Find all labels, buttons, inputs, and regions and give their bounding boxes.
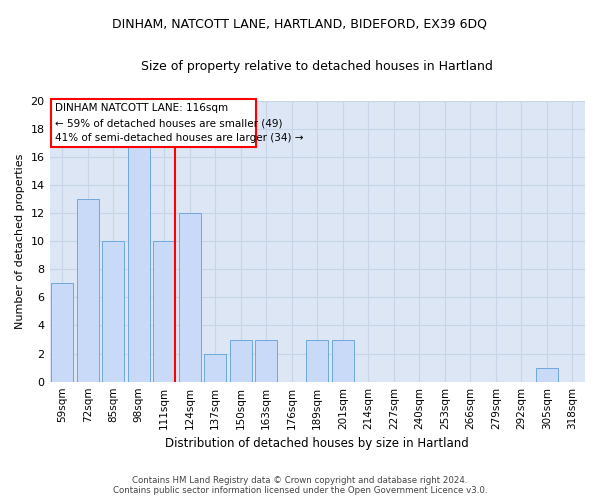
- Text: DINHAM, NATCOTT LANE, HARTLAND, BIDEFORD, EX39 6DQ: DINHAM, NATCOTT LANE, HARTLAND, BIDEFORD…: [113, 18, 487, 30]
- Bar: [536, 368, 557, 382]
- Bar: [230, 340, 251, 382]
- Y-axis label: Number of detached properties: Number of detached properties: [15, 154, 25, 329]
- Bar: [307, 340, 328, 382]
- Bar: [179, 213, 200, 382]
- X-axis label: Distribution of detached houses by size in Hartland: Distribution of detached houses by size …: [166, 437, 469, 450]
- Bar: [205, 354, 226, 382]
- Bar: [52, 284, 73, 382]
- FancyBboxPatch shape: [51, 99, 256, 147]
- Bar: [128, 142, 149, 382]
- Title: Size of property relative to detached houses in Hartland: Size of property relative to detached ho…: [142, 60, 493, 73]
- Text: ← 59% of detached houses are smaller (49): ← 59% of detached houses are smaller (49…: [55, 118, 282, 128]
- Text: 41% of semi-detached houses are larger (34) →: 41% of semi-detached houses are larger (…: [55, 133, 303, 143]
- Bar: [154, 241, 175, 382]
- Bar: [77, 199, 98, 382]
- Text: Contains HM Land Registry data © Crown copyright and database right 2024.
Contai: Contains HM Land Registry data © Crown c…: [113, 476, 487, 495]
- Bar: [256, 340, 277, 382]
- Text: DINHAM NATCOTT LANE: 116sqm: DINHAM NATCOTT LANE: 116sqm: [55, 104, 228, 114]
- Bar: [103, 241, 124, 382]
- Bar: [332, 340, 353, 382]
